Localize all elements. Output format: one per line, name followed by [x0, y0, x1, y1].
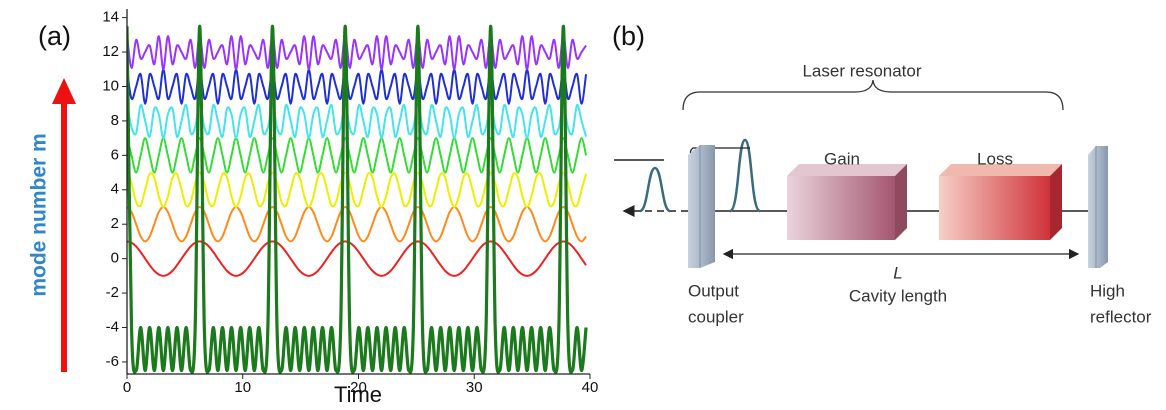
series-line: [127, 68, 588, 105]
gain-label: Gain: [824, 149, 860, 168]
y-tick-label: -2: [106, 284, 119, 301]
y-tick-label: 14: [102, 9, 119, 26]
output-mirror: [688, 145, 715, 268]
gain-side: [895, 164, 907, 240]
y-tick-label: 6: [111, 146, 119, 163]
pulse: [639, 166, 671, 213]
length-label: Cavity length: [849, 286, 947, 305]
plot-area: -6 -4 -2 0 2 4 6 8 10 12 14 0 10 20 30 40: [102, 9, 598, 396]
x-tick-label: 0: [123, 379, 131, 396]
series-line: [127, 102, 588, 140]
x-axis-label: Time: [334, 382, 382, 407]
mirror-label: High: [1090, 281, 1125, 300]
series-line: [127, 171, 588, 208]
loss-label: Loss: [977, 149, 1013, 168]
panel-label: (a): [38, 21, 71, 51]
series-line: [127, 137, 588, 174]
arrow-head: [52, 78, 76, 104]
gain-top: [787, 164, 907, 176]
x-tick-label: 40: [582, 379, 599, 396]
mirror-label: coupler: [688, 307, 744, 326]
series-line: [127, 33, 587, 71]
y-tick-label: 12: [102, 43, 119, 60]
y-tick-label: 10: [102, 77, 119, 94]
y-tick-label: 0: [111, 250, 119, 267]
high-reflector: [1088, 146, 1108, 268]
loss-element: [939, 176, 1050, 240]
panel-label: (b): [612, 21, 645, 51]
loss-top: [939, 164, 1062, 176]
y-axis-label: mode number m: [28, 133, 51, 296]
mirror-label: Output: [688, 281, 739, 300]
resonator-label: Laser resonator: [802, 61, 921, 80]
x-tick-label: 20: [350, 379, 367, 396]
pulse: [728, 138, 762, 213]
y-tick-label: 2: [111, 215, 119, 232]
brace: [682, 79, 1064, 111]
series-line: [127, 24, 588, 374]
y-tick-label: 8: [111, 112, 119, 129]
x-tick-label: 10: [234, 379, 251, 396]
y-tick-label: -4: [106, 318, 119, 335]
y-tick-label: 4: [111, 181, 119, 198]
loss-side: [1050, 164, 1062, 240]
length-symbol: L: [893, 263, 902, 282]
mirror-label: reflector: [1090, 307, 1152, 326]
x-tick-label: 30: [466, 379, 483, 396]
gain-medium: [787, 176, 895, 240]
diagram: Laser resonator Gain Loss L Cavity lengt…: [614, 61, 1152, 326]
y-tick-label: -6: [106, 353, 119, 370]
